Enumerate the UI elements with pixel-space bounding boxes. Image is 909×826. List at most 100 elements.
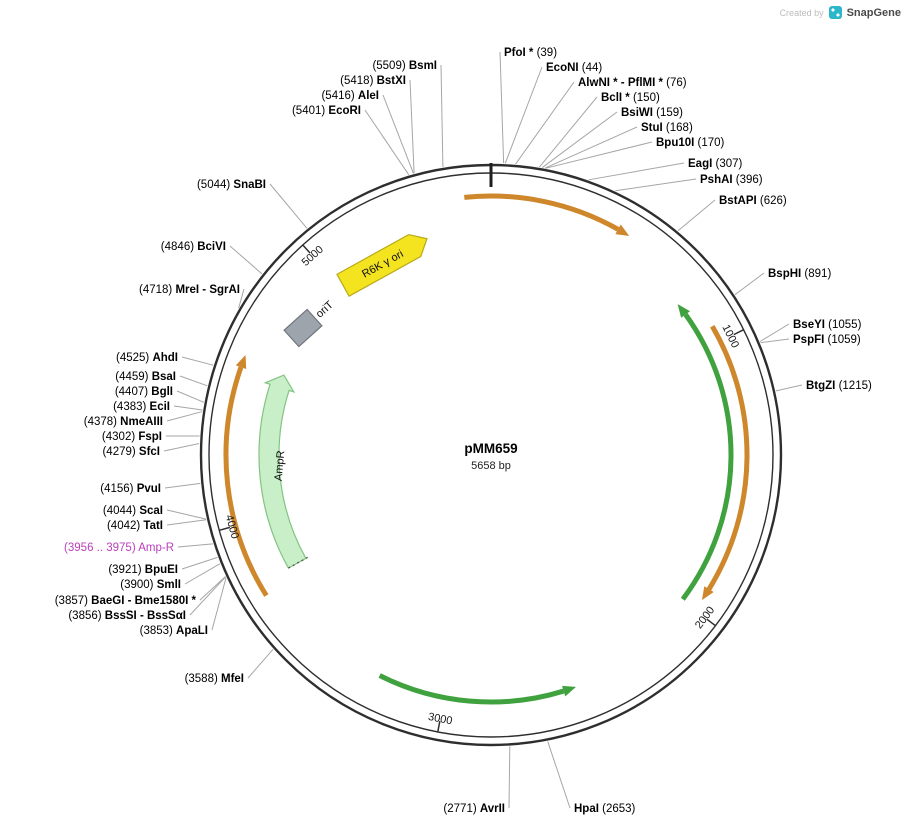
site-label-bpuei: (3921) BpuEI xyxy=(108,564,178,576)
site-label-bcivi: (4846) BciVI xyxy=(161,241,226,253)
site-label-pvui: (4156) PvuI xyxy=(100,483,161,495)
site-label-smli: (3900) SmlI xyxy=(120,579,181,591)
leader-line-econi xyxy=(504,66,543,164)
feature-shape-r6k-ori xyxy=(336,233,428,298)
tick-label-3000: 3000 xyxy=(427,711,453,727)
orf-arc-left xyxy=(223,366,269,597)
feature-band-ampr xyxy=(258,374,307,569)
site-label-bstxi: (5418) BstXI xyxy=(340,75,406,87)
leader-line-sfci xyxy=(163,443,200,452)
site-label-stui: StuI (168) xyxy=(641,122,693,134)
tick-label-4000: 4000 xyxy=(223,513,241,540)
site-label-alei: (5416) AleI xyxy=(321,90,379,102)
site-label-pfoi: PfoI * (39) xyxy=(504,47,557,59)
leader-line-hpai xyxy=(547,741,571,809)
site-label-bstapi: BstAPI (626) xyxy=(719,195,787,207)
site-label-alwni-pflmi: AlwNI * - PflMI * (76) xyxy=(578,77,687,89)
created-by-label: Created by xyxy=(779,7,824,18)
leader-line-pfoi xyxy=(499,51,505,164)
leader-line-alwni-pflmi xyxy=(515,81,575,165)
site-label-tati: (4042) TatI xyxy=(107,520,163,532)
orf-arc-right-outer-arrowhead xyxy=(701,586,714,601)
site-label-sfci: (4279) SfcI xyxy=(102,446,160,458)
leader-line-avrii xyxy=(508,746,511,809)
leader-line-bstxi xyxy=(409,79,415,174)
leader-line-stui xyxy=(544,126,638,169)
site-label-snabi: (5044) SnaBI xyxy=(197,179,266,191)
tick-mark-3000 xyxy=(437,720,441,733)
leader-line-bpu10i xyxy=(545,141,653,169)
tick-mark-4000 xyxy=(219,526,231,532)
site-label-bpu10i: Bpu10I (170) xyxy=(656,137,725,149)
orf-arc-left-arrowhead xyxy=(235,355,247,370)
plasmid-size: 5658 bp xyxy=(471,460,511,472)
leader-line-smli xyxy=(184,563,221,585)
leader-line-ahdi xyxy=(181,356,214,366)
site-label-pspfi: PspFI (1059) xyxy=(793,334,861,346)
site-label-mfei: (3588) MfeI xyxy=(185,673,244,685)
feature-label-ampr: AmpR xyxy=(273,450,288,482)
leader-line-bsmi xyxy=(440,64,444,167)
site-label-pshai: PshAI (396) xyxy=(700,174,763,186)
leader-line-pshai xyxy=(615,178,697,192)
leader-line-bcli xyxy=(539,96,598,168)
tick-mark-1000 xyxy=(733,329,744,336)
snapgene-branding: Created by SnapGene xyxy=(780,6,901,19)
leader-line-apali xyxy=(211,577,227,631)
site-label-fspi: (4302) FspI xyxy=(102,431,162,443)
feature-truncation-marker xyxy=(286,556,308,570)
site-label-bsmi: (5509) BsmI xyxy=(372,60,437,72)
leader-line-bpuei xyxy=(181,556,218,570)
site-label-hpai: HpaI (2653) xyxy=(574,803,636,815)
site-label-bsai: (4459) BsaI xyxy=(115,371,176,383)
site-label-bgli: (4407) BglI xyxy=(115,386,173,398)
leader-line-amp-r xyxy=(177,543,213,548)
feature-shape-orit xyxy=(283,308,323,348)
site-label-ecii: (4383) EciI xyxy=(113,401,170,413)
site-label-ahdi: (4525) AhdI xyxy=(116,352,178,364)
site-label-apali: (3853) ApaLI xyxy=(140,625,208,637)
leader-line-nmeaiii xyxy=(166,411,203,422)
site-label-econi: EcoNI (44) xyxy=(546,62,602,74)
center-label-group: pMM659 5658 bp xyxy=(464,441,517,472)
leader-line-ecori xyxy=(364,109,410,176)
site-label-nmeaiii: (4378) NmeAIII xyxy=(84,416,163,428)
leader-line-eagi xyxy=(588,162,685,181)
site-label-ecori: (5401) EcoRI xyxy=(292,105,361,117)
leader-line-bsai xyxy=(179,375,208,387)
tick-mark-5000 xyxy=(302,244,311,254)
feature-label-orit: oriT xyxy=(314,299,336,321)
leader-line-scai xyxy=(166,509,207,520)
site-label-bsiwi: BsiWI (159) xyxy=(621,107,683,119)
leader-line-bsssi-bsss-i xyxy=(189,576,226,616)
site-label-amp-r: (3956 .. 3975) Amp-R xyxy=(64,542,174,554)
leader-line-bgli xyxy=(176,390,204,403)
leader-line-baegi-bme1580i xyxy=(199,576,226,601)
orf-arc-right-outer xyxy=(706,325,750,591)
orf-arc-right-inner-arrowhead xyxy=(677,304,691,318)
plasmid-name: pMM659 xyxy=(464,441,517,456)
leader-line-bcivi xyxy=(229,245,263,275)
site-label-eagi: EagI (307) xyxy=(688,158,743,170)
leader-line-alei xyxy=(382,94,414,174)
leader-line-pvui xyxy=(164,482,201,489)
site-label-btgzi: BtgZI (1215) xyxy=(806,380,872,392)
leader-line-bsphi xyxy=(734,272,765,296)
leader-line-mfei xyxy=(247,648,274,679)
site-label-bseyi: BseYI (1055) xyxy=(793,319,862,331)
leader-line-bseyi xyxy=(759,323,790,342)
orf-arc-bottom xyxy=(378,673,565,705)
leader-line-bstapi xyxy=(677,199,716,232)
leader-line-pspfi xyxy=(760,338,790,344)
site-label-baegi-bme1580i: (3857) BaeGI - Bme1580I * xyxy=(55,595,197,607)
restriction-sites-layer: (5509) BsmI (5418) BstXI (5416) AleI (5401)… xyxy=(55,47,872,815)
orf-arc-top xyxy=(464,193,620,232)
leader-line-ecii xyxy=(173,405,203,411)
orf-arc-bottom-arrowhead xyxy=(562,685,576,697)
site-label-mrei-sgrai: (4718) MreI - SgrAI xyxy=(139,284,240,296)
leader-line-tati xyxy=(166,519,207,526)
tick-mark-2000 xyxy=(706,618,716,627)
